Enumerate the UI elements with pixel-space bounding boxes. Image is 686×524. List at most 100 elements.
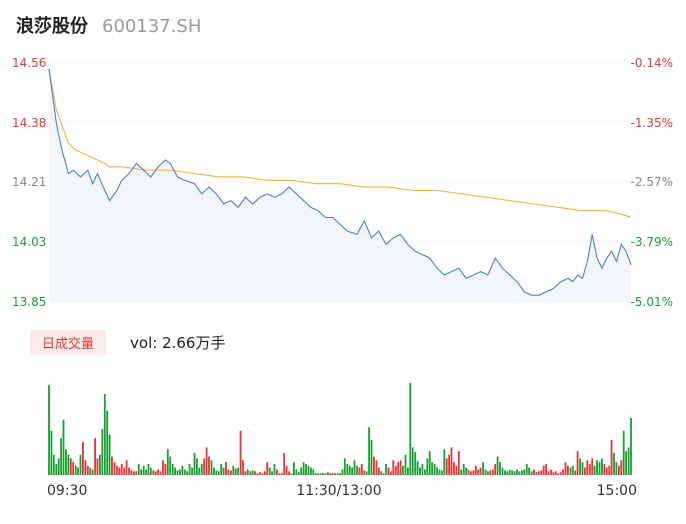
volume-bar: [285, 465, 288, 475]
volume-bar: [387, 467, 390, 475]
volume-bar: [297, 472, 300, 475]
volume-bar: [557, 473, 560, 475]
volume-bar: [467, 469, 470, 475]
volume-bar: [174, 467, 177, 475]
volume-bar: [567, 465, 569, 475]
volume-bar: [234, 468, 237, 475]
volume-bar: [343, 458, 346, 475]
volume-bar: [123, 467, 126, 475]
volume-bar: [302, 462, 305, 475]
volume-bar: [360, 464, 363, 475]
volume-bar: [278, 473, 281, 475]
volume-bar: [230, 470, 232, 475]
daily-volume-tab[interactable]: 日成交量: [30, 329, 107, 355]
volume-bar: [508, 469, 511, 475]
volume-bar: [147, 464, 150, 475]
volume-bar: [392, 460, 395, 475]
volume-bar: [48, 384, 50, 475]
volume-bar: [249, 471, 252, 475]
volume-bar: [329, 473, 332, 475]
volume-bar: [448, 454, 451, 475]
volume-bars: [48, 383, 632, 475]
volume-bar: [261, 473, 264, 475]
volume-bar: [154, 471, 157, 475]
volume-bar: [203, 458, 206, 475]
volume-bar: [179, 469, 181, 475]
volume-bar: [487, 471, 489, 475]
volume-bar: [140, 469, 143, 475]
volume-bar: [307, 465, 310, 475]
price-tick-label: 14.56: [12, 56, 46, 70]
volume-bar: [554, 471, 557, 475]
volume-bar: [99, 454, 101, 475]
volume-bar: [365, 471, 368, 475]
volume-bar: [137, 464, 140, 475]
change-tick-label: -2.57%: [631, 175, 673, 189]
volume-bar: [562, 469, 565, 475]
volume-header: 日成交量 vol: 2.66万手: [30, 329, 226, 355]
volume-bar: [542, 465, 545, 475]
volume-bar: [351, 467, 354, 475]
volume-bar: [499, 462, 501, 475]
volume-bar: [200, 464, 203, 475]
volume-bar: [263, 471, 266, 475]
volume-bar: [65, 449, 67, 475]
volume-bar: [317, 473, 320, 475]
volume-bar: [91, 469, 94, 475]
volume-value: vol: 2.66万手: [130, 333, 226, 352]
volume-bar: [84, 460, 87, 475]
volume-bar: [67, 454, 70, 475]
volume-bar: [518, 471, 521, 475]
volume-bar: [52, 454, 55, 475]
volume-bar: [157, 469, 160, 475]
volume-bar: [327, 472, 329, 475]
volume-bar: [283, 452, 286, 475]
volume-bar: [540, 470, 543, 475]
volume-bar: [290, 473, 293, 475]
volume-bar: [530, 471, 533, 475]
volume-bar: [576, 451, 579, 475]
volume-bar: [385, 464, 388, 475]
volume-bar: [414, 452, 417, 475]
volume-bar: [118, 467, 121, 475]
volume-bar: [421, 464, 424, 475]
volume-bar: [382, 473, 385, 475]
volume-bar: [496, 456, 499, 475]
volume-bar: [116, 465, 118, 475]
volume-bar: [550, 469, 552, 475]
volume-bar: [533, 469, 535, 475]
volume-bar: [601, 458, 603, 475]
volume-bar: [445, 458, 448, 475]
volume-bar: [142, 465, 145, 475]
volume-bar: [276, 469, 278, 475]
volume-bar: [196, 458, 198, 475]
volume-bar: [181, 465, 184, 475]
volume-bar: [86, 465, 89, 475]
volume-bar: [368, 427, 371, 475]
change-axis-labels: -0.14% -1.35% -2.57% -3.79% -5.01%: [631, 56, 673, 309]
volume-bar: [547, 471, 550, 475]
volume-bar: [431, 462, 434, 475]
change-tick-label: -3.79%: [631, 235, 673, 249]
volume-bar: [586, 460, 589, 475]
volume-bar: [482, 462, 485, 475]
volume-bar: [295, 469, 298, 475]
volume-bar: [440, 470, 443, 475]
volume-bar: [222, 467, 225, 475]
volume-bar: [571, 465, 574, 475]
volume-bar: [266, 462, 269, 475]
price-axis-labels: 14.56 14.38 14.21 14.03 13.85: [12, 56, 46, 309]
volume-bar: [356, 465, 358, 475]
volume-bar: [213, 467, 215, 475]
volume-bar: [331, 473, 334, 475]
volume-bar: [377, 467, 380, 475]
volume-bar: [574, 470, 577, 475]
volume-bar: [82, 441, 84, 475]
volume-bar: [618, 465, 620, 475]
volume-bar: [494, 464, 497, 475]
volume-bar: [271, 471, 274, 475]
volume-bar: [346, 464, 349, 475]
volume-bar: [79, 454, 82, 475]
volume-bar: [409, 383, 412, 475]
price-area: [49, 68, 631, 302]
